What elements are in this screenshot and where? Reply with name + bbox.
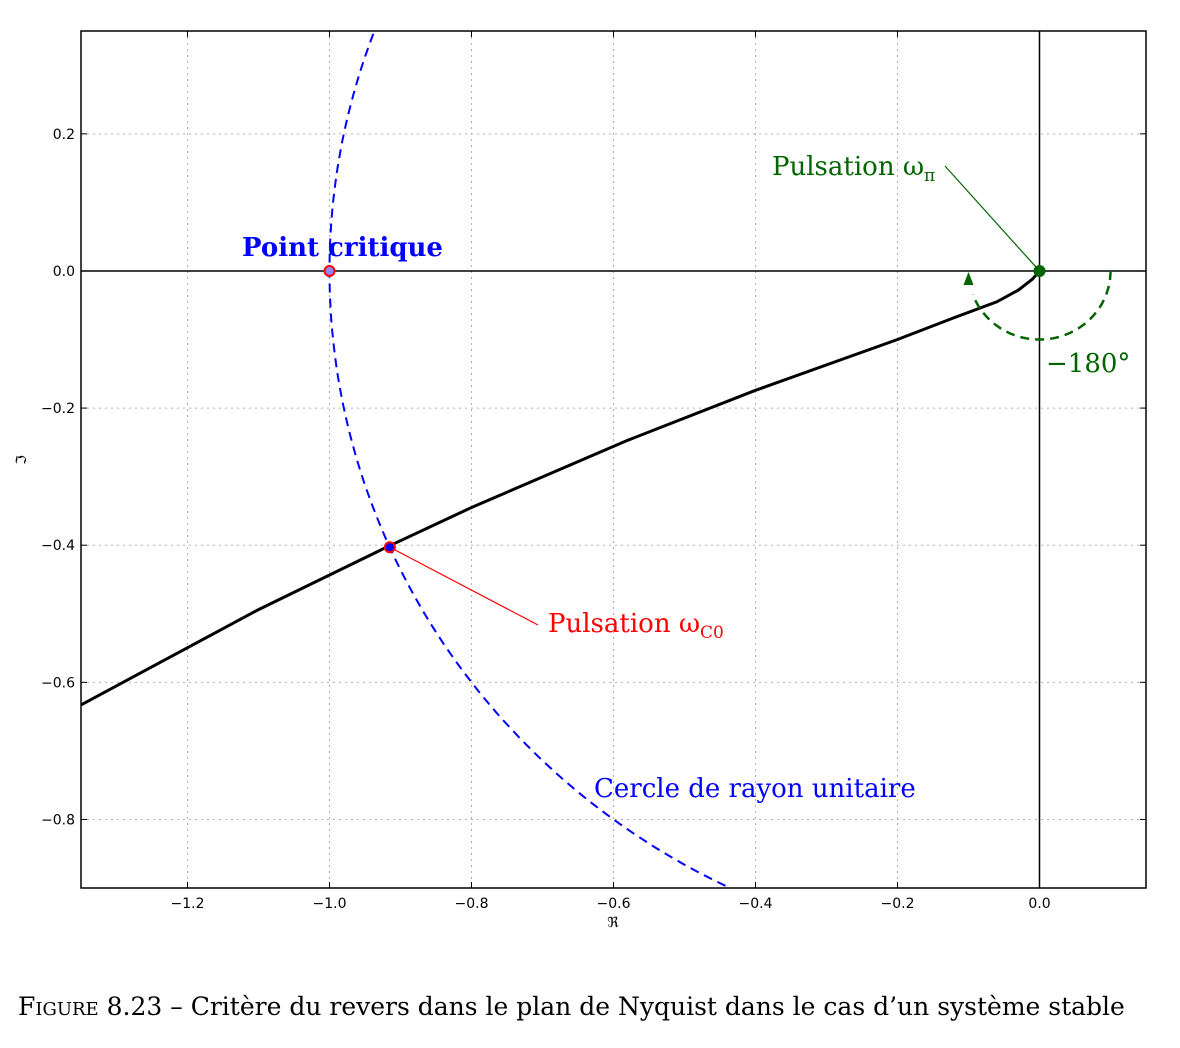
x-axis-label: ℜ (607, 915, 619, 931)
marker-point-1 (383, 541, 396, 554)
pulsation-c0-leader (389, 546, 539, 626)
pulsation-pi-text: Pulsation ω (772, 152, 924, 182)
y-axis-label: ℑ (14, 455, 30, 465)
y-tick-label: −0.4 (41, 538, 75, 554)
nyquist-chart: −1.2 −1.0 −0.8 −0.6 −0.4 −0.2 0.0 0.2 0.0 −0.2 −0… (14, 30, 1147, 931)
x-tick-label: −0.8 (455, 896, 489, 912)
x-tick-label: 0.0 (1028, 896, 1050, 912)
pulsation-c0-subscript: C0 (700, 623, 724, 643)
nyquist-curve (81, 270, 1041, 707)
pulsation-c0-text: Pulsation ω (548, 609, 700, 639)
point-critique-label: Point critique (242, 233, 443, 263)
x-tick-label: −0.2 (881, 896, 915, 912)
x-tick-label: −1.0 (313, 896, 347, 912)
y-tick-label: −0.2 (41, 401, 75, 417)
x-tick-label: −0.4 (739, 896, 773, 912)
y-tick-label: −0.8 (41, 812, 75, 828)
y-tick-label: −0.6 (41, 675, 75, 691)
angle-label: −180° (1046, 349, 1130, 379)
pulsation-pi-subscript: π (924, 166, 935, 186)
points (323, 264, 1046, 554)
figure-label: Figure 8.23 (18, 992, 163, 1021)
figure-caption: Figure 8.23 – Critère du revers dans le … (18, 992, 1168, 1021)
pulsation-pi-leader (944, 165, 1040, 272)
y-tick-label: 0.0 (53, 264, 75, 280)
x-tick-label: −0.6 (597, 896, 631, 912)
y-ticks: 0.2 0.0 −0.2 −0.4 −0.6 −0.8 (41, 127, 1146, 828)
unit-circle-label: Cercle de rayon unitaire (594, 774, 916, 804)
zero-axes (81, 31, 1146, 888)
pulsation-pi-label: Pulsation ωπ (772, 152, 935, 186)
grid-lines (81, 31, 1146, 888)
unit-circle (328, 31, 733, 888)
y-tick-label: 0.2 (53, 127, 75, 143)
marker-point-0 (323, 264, 336, 277)
plot-frame (80, 30, 1147, 889)
x-ticks: −1.2 −1.0 −0.8 −0.6 −0.4 −0.2 0.0 (171, 31, 1051, 912)
caption-text: – Critère du revers dans le plan de Nyqu… (162, 992, 1125, 1021)
phase-arc (971, 271, 1112, 341)
x-tick-label: −1.2 (171, 896, 205, 912)
phase-arrow-head (963, 271, 974, 285)
pulsation-c0-label: Pulsation ωC0 (548, 609, 724, 643)
marker-point-2 (1033, 264, 1046, 277)
